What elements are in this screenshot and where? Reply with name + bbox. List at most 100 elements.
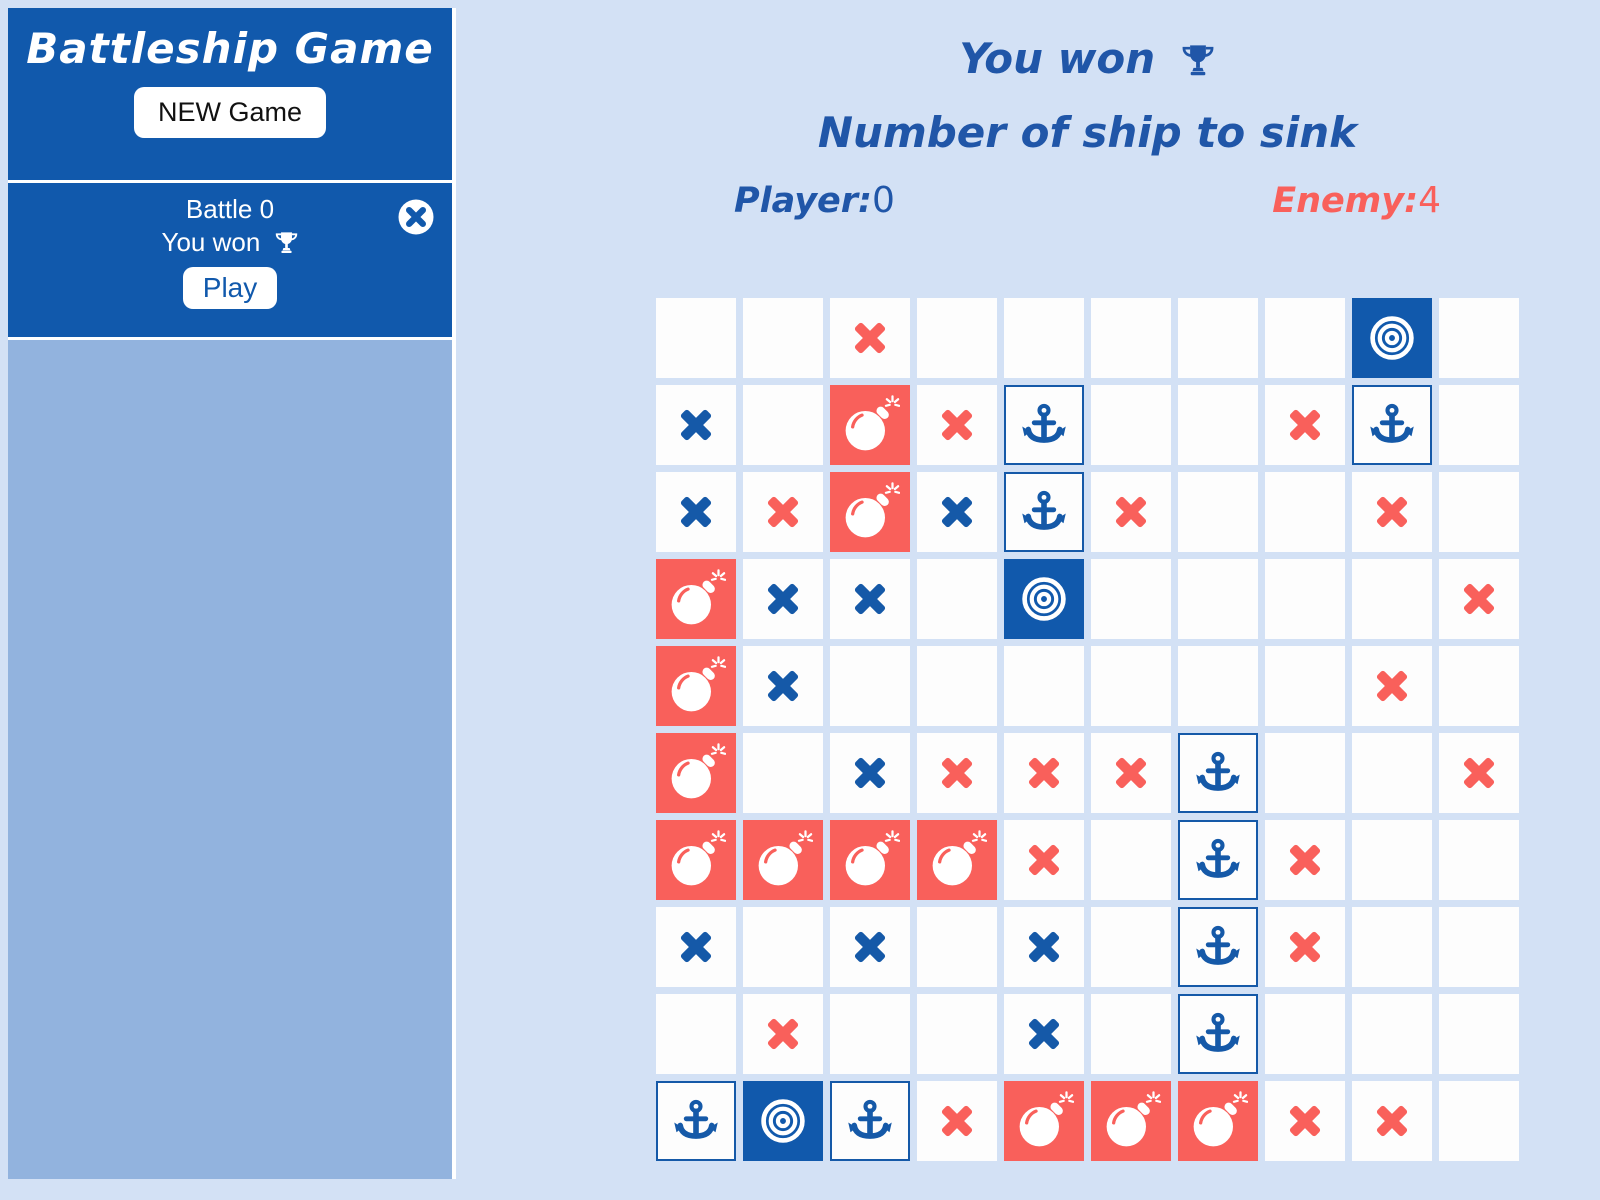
- grid-cell-empty[interactable]: [1091, 994, 1171, 1074]
- grid-cell-empty[interactable]: [1439, 907, 1519, 987]
- grid-cell-empty[interactable]: [917, 907, 997, 987]
- grid-cell-empty[interactable]: [917, 646, 997, 726]
- grid-cell-empty[interactable]: [743, 907, 823, 987]
- grid-cell-empty[interactable]: [1439, 472, 1519, 552]
- grid-cell-empty[interactable]: [917, 559, 997, 639]
- grid-cell-ship-anchor[interactable]: [656, 1081, 736, 1161]
- grid-cell-empty[interactable]: [656, 994, 736, 1074]
- grid-cell-empty[interactable]: [1439, 994, 1519, 1074]
- grid-cell-empty[interactable]: [1439, 298, 1519, 378]
- grid-cell-empty[interactable]: [743, 733, 823, 813]
- grid-cell-empty[interactable]: [743, 298, 823, 378]
- grid-cell-empty[interactable]: [1265, 733, 1345, 813]
- grid-cell-miss-red[interactable]: [1352, 472, 1432, 552]
- grid-cell-hit-bomb[interactable]: [917, 820, 997, 900]
- grid-cell-miss-red[interactable]: [1265, 820, 1345, 900]
- grid-cell-ship-anchor[interactable]: [1178, 994, 1258, 1074]
- grid-cell-miss-blue[interactable]: [656, 472, 736, 552]
- grid-cell-empty[interactable]: [830, 646, 910, 726]
- grid-cell-empty[interactable]: [830, 994, 910, 1074]
- grid-cell-miss-red[interactable]: [1439, 733, 1519, 813]
- new-game-button[interactable]: NEW Game: [133, 87, 327, 138]
- grid-cell-empty[interactable]: [1352, 733, 1432, 813]
- grid-cell-miss-blue[interactable]: [917, 472, 997, 552]
- grid-cell-hit-bomb[interactable]: [656, 733, 736, 813]
- close-battle-button[interactable]: [396, 197, 436, 237]
- grid-cell-hit-bomb[interactable]: [830, 385, 910, 465]
- grid-cell-miss-red[interactable]: [1004, 733, 1084, 813]
- grid-cell-miss-red[interactable]: [1265, 385, 1345, 465]
- grid-cell-sunk-target[interactable]: [743, 1081, 823, 1161]
- grid-cell-empty[interactable]: [1352, 820, 1432, 900]
- grid-cell-ship-anchor[interactable]: [1178, 820, 1258, 900]
- grid-cell-miss-blue[interactable]: [830, 733, 910, 813]
- grid-cell-miss-blue[interactable]: [830, 559, 910, 639]
- grid-cell-empty[interactable]: [1091, 298, 1171, 378]
- grid-cell-empty[interactable]: [1352, 559, 1432, 639]
- grid-cell-empty[interactable]: [743, 385, 823, 465]
- grid-cell-hit-bomb[interactable]: [656, 820, 736, 900]
- grid-cell-hit-bomb[interactable]: [1004, 1081, 1084, 1161]
- grid-cell-miss-red[interactable]: [1004, 820, 1084, 900]
- grid-cell-hit-bomb[interactable]: [1178, 1081, 1258, 1161]
- grid-cell-miss-blue[interactable]: [1004, 907, 1084, 987]
- grid-cell-sunk-target[interactable]: [1004, 559, 1084, 639]
- grid-cell-ship-anchor[interactable]: [1352, 385, 1432, 465]
- grid-cell-miss-blue[interactable]: [656, 907, 736, 987]
- grid-cell-miss-red[interactable]: [1352, 646, 1432, 726]
- grid-cell-miss-red[interactable]: [917, 385, 997, 465]
- grid-cell-empty[interactable]: [1439, 646, 1519, 726]
- grid-cell-hit-bomb[interactable]: [743, 820, 823, 900]
- grid-cell-empty[interactable]: [1439, 820, 1519, 900]
- grid-cell-ship-anchor[interactable]: [1178, 733, 1258, 813]
- grid-cell-empty[interactable]: [1178, 385, 1258, 465]
- grid-cell-empty[interactable]: [1265, 298, 1345, 378]
- grid-cell-empty[interactable]: [1091, 646, 1171, 726]
- grid-cell-miss-blue[interactable]: [656, 385, 736, 465]
- grid-cell-empty[interactable]: [1265, 994, 1345, 1074]
- grid-cell-miss-red[interactable]: [1439, 559, 1519, 639]
- grid-cell-miss-red[interactable]: [917, 1081, 997, 1161]
- grid-cell-empty[interactable]: [1091, 385, 1171, 465]
- grid-cell-miss-red[interactable]: [1352, 1081, 1432, 1161]
- grid-cell-hit-bomb[interactable]: [830, 472, 910, 552]
- grid-cell-empty[interactable]: [1439, 1081, 1519, 1161]
- grid-cell-ship-anchor[interactable]: [1004, 385, 1084, 465]
- grid-cell-sunk-target[interactable]: [1352, 298, 1432, 378]
- grid-cell-ship-anchor[interactable]: [830, 1081, 910, 1161]
- play-button[interactable]: Play: [182, 267, 278, 309]
- grid-cell-miss-red[interactable]: [743, 472, 823, 552]
- grid-cell-ship-anchor[interactable]: [1004, 472, 1084, 552]
- grid-cell-empty[interactable]: [1091, 820, 1171, 900]
- grid-cell-empty[interactable]: [1178, 646, 1258, 726]
- grid-cell-empty[interactable]: [1352, 907, 1432, 987]
- grid-cell-empty[interactable]: [917, 994, 997, 1074]
- grid-cell-hit-bomb[interactable]: [830, 820, 910, 900]
- grid-cell-empty[interactable]: [1178, 559, 1258, 639]
- grid-cell-miss-blue[interactable]: [743, 559, 823, 639]
- grid-cell-empty[interactable]: [1004, 646, 1084, 726]
- grid-cell-empty[interactable]: [917, 298, 997, 378]
- grid-cell-miss-blue[interactable]: [830, 907, 910, 987]
- grid-cell-miss-red[interactable]: [917, 733, 997, 813]
- grid-cell-miss-red[interactable]: [830, 298, 910, 378]
- grid-cell-miss-red[interactable]: [743, 994, 823, 1074]
- grid-cell-empty[interactable]: [1091, 559, 1171, 639]
- grid-cell-empty[interactable]: [1178, 298, 1258, 378]
- grid-cell-hit-bomb[interactable]: [656, 646, 736, 726]
- grid-cell-miss-red[interactable]: [1091, 733, 1171, 813]
- grid-cell-empty[interactable]: [656, 298, 736, 378]
- grid-cell-miss-red[interactable]: [1091, 472, 1171, 552]
- grid-cell-empty[interactable]: [1265, 472, 1345, 552]
- grid-cell-miss-blue[interactable]: [743, 646, 823, 726]
- grid-cell-empty[interactable]: [1439, 385, 1519, 465]
- grid-cell-hit-bomb[interactable]: [656, 559, 736, 639]
- grid-cell-empty[interactable]: [1265, 646, 1345, 726]
- grid-cell-miss-red[interactable]: [1265, 1081, 1345, 1161]
- grid-cell-empty[interactable]: [1091, 907, 1171, 987]
- grid-cell-miss-blue[interactable]: [1004, 994, 1084, 1074]
- grid-cell-ship-anchor[interactable]: [1178, 907, 1258, 987]
- grid-cell-hit-bomb[interactable]: [1091, 1081, 1171, 1161]
- grid-cell-empty[interactable]: [1265, 559, 1345, 639]
- grid-cell-miss-red[interactable]: [1265, 907, 1345, 987]
